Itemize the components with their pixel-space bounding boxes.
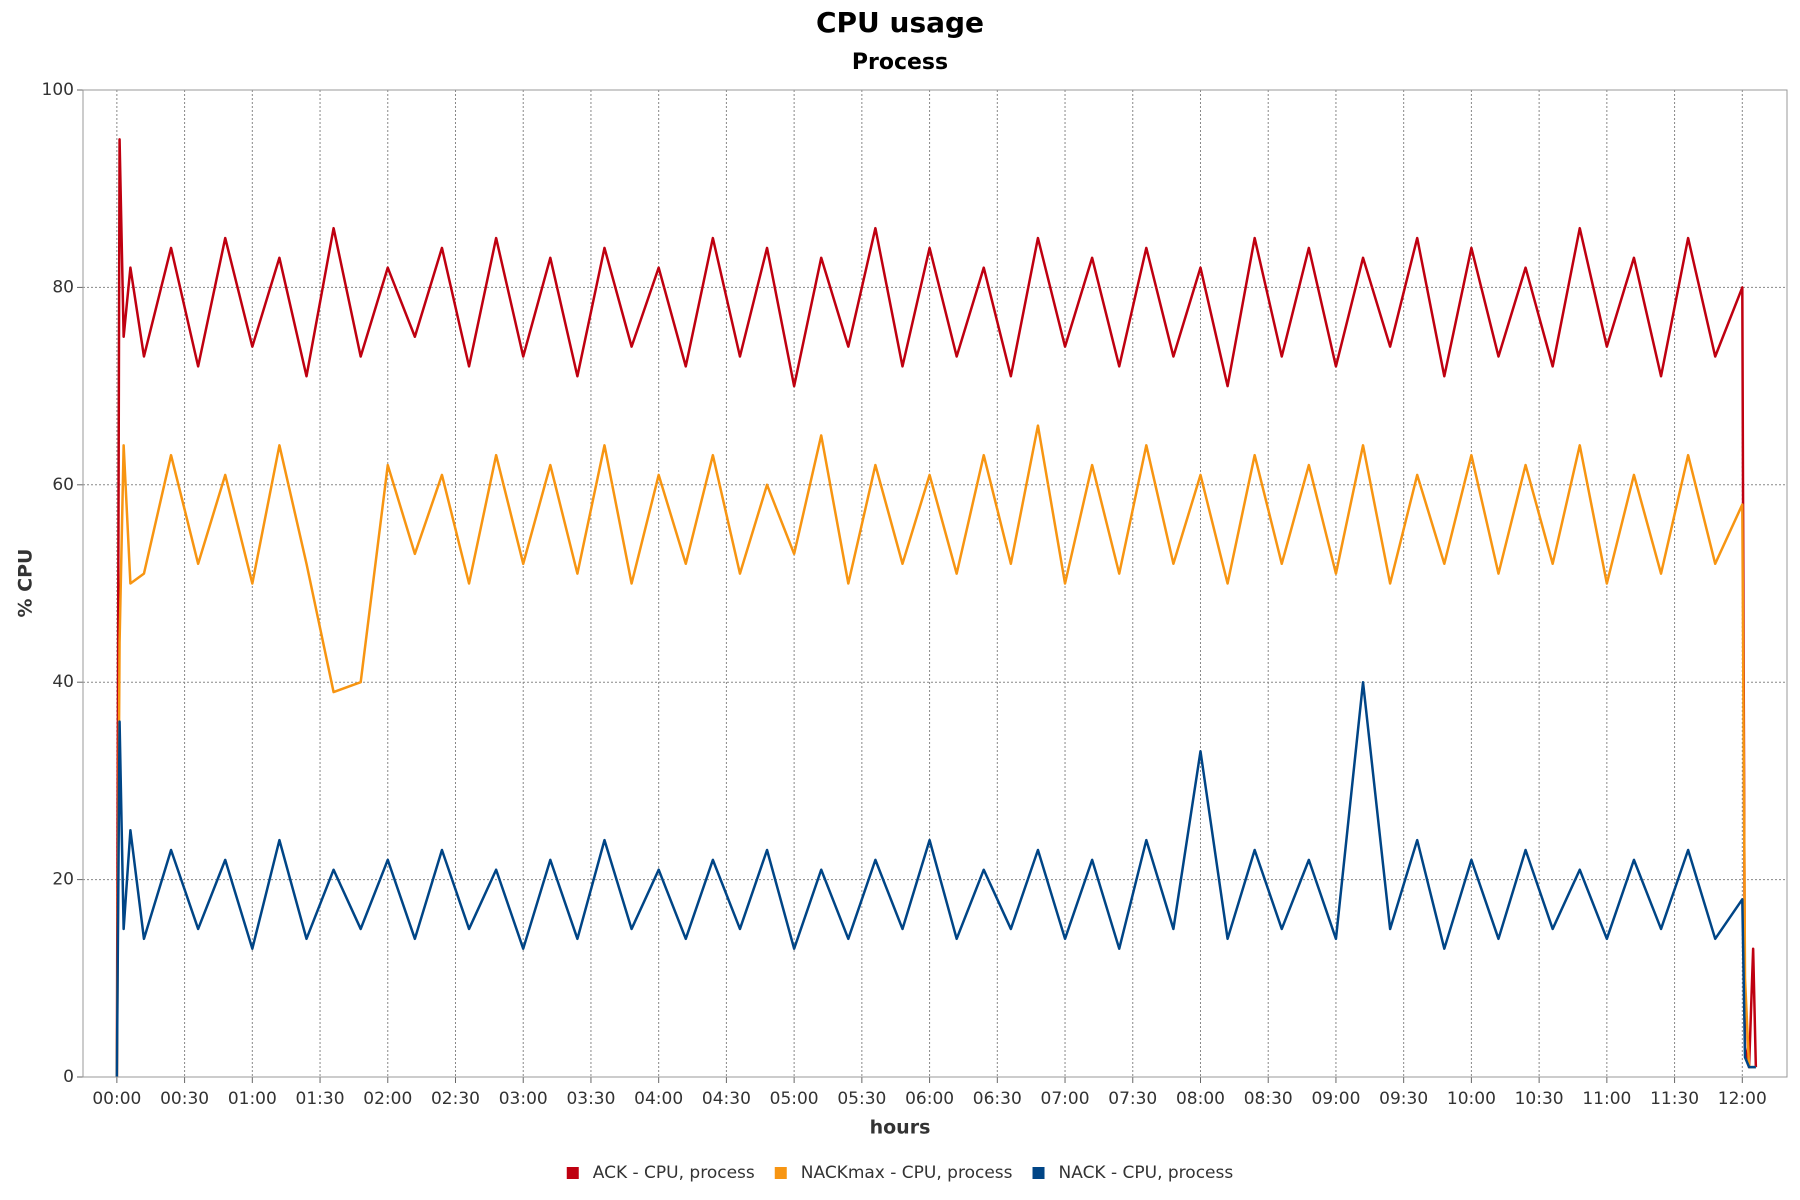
x-tick-label: 11:00: [1582, 1089, 1631, 1109]
x-tick-label: 05:00: [770, 1089, 819, 1109]
legend-label: NACKmax - CPU, process: [801, 1163, 1013, 1183]
legend: ACK - CPU, process NACKmax - CPU, process…: [566, 1163, 1234, 1183]
x-tick-label: 01:30: [296, 1089, 345, 1109]
x-tick-label: 03:30: [566, 1089, 615, 1109]
x-tick-label: 09:30: [1379, 1089, 1428, 1109]
x-tick-label: 00:30: [160, 1089, 209, 1109]
plot-border: [82, 89, 1788, 1078]
x-tick-label: 07:30: [1108, 1089, 1157, 1109]
y-tick-label: 40: [52, 672, 74, 692]
x-tick-label: 03:00: [499, 1089, 548, 1109]
x-tick-label: 04:30: [702, 1089, 751, 1109]
y-tick-label: 20: [52, 870, 74, 890]
x-tick-label: 10:30: [1515, 1089, 1564, 1109]
y-axis-label: % CPU: [15, 549, 37, 618]
chart-subtitle: Process: [852, 50, 948, 75]
legend-swatch: [566, 1167, 579, 1179]
x-tick-label: 02:00: [363, 1089, 412, 1109]
x-tick-label: 08:00: [1176, 1089, 1225, 1109]
y-tick-label: 0: [63, 1067, 74, 1087]
x-tick-label: 05:30: [837, 1089, 886, 1109]
data-line: [115, 138, 1758, 1078]
y-tick-label: 60: [52, 475, 74, 495]
legend-label: NACK - CPU, process: [1059, 1163, 1234, 1183]
legend-swatch: [774, 1167, 787, 1179]
x-tick-label: 12:00: [1718, 1089, 1767, 1109]
plot-area: [82, 89, 1788, 1078]
y-tick-label: 80: [52, 277, 74, 297]
chart-title: CPU usage: [816, 6, 984, 39]
x-tick-label: 06:00: [905, 1089, 954, 1109]
x-axis-label: hours: [870, 1117, 931, 1139]
x-tick-label: 11:30: [1650, 1089, 1699, 1109]
x-tick-label: 04:00: [634, 1089, 683, 1109]
x-tick-label: 00:00: [92, 1089, 141, 1109]
data-line: [115, 680, 1756, 1078]
x-tick-label: 01:00: [228, 1089, 277, 1109]
x-tick-label: 08:30: [1244, 1089, 1293, 1109]
legend-label: ACK - CPU, process: [593, 1163, 755, 1183]
legend-swatch: [1032, 1167, 1045, 1179]
x-tick-label: 10:00: [1447, 1089, 1496, 1109]
x-tick-label: 02:30: [431, 1089, 480, 1109]
y-tick-label: 100: [42, 80, 74, 100]
x-tick-label: 06:30: [973, 1089, 1022, 1109]
data-line: [115, 424, 1756, 1078]
x-tick-label: 09:00: [1311, 1089, 1360, 1109]
x-tick-label: 07:00: [1041, 1089, 1090, 1109]
